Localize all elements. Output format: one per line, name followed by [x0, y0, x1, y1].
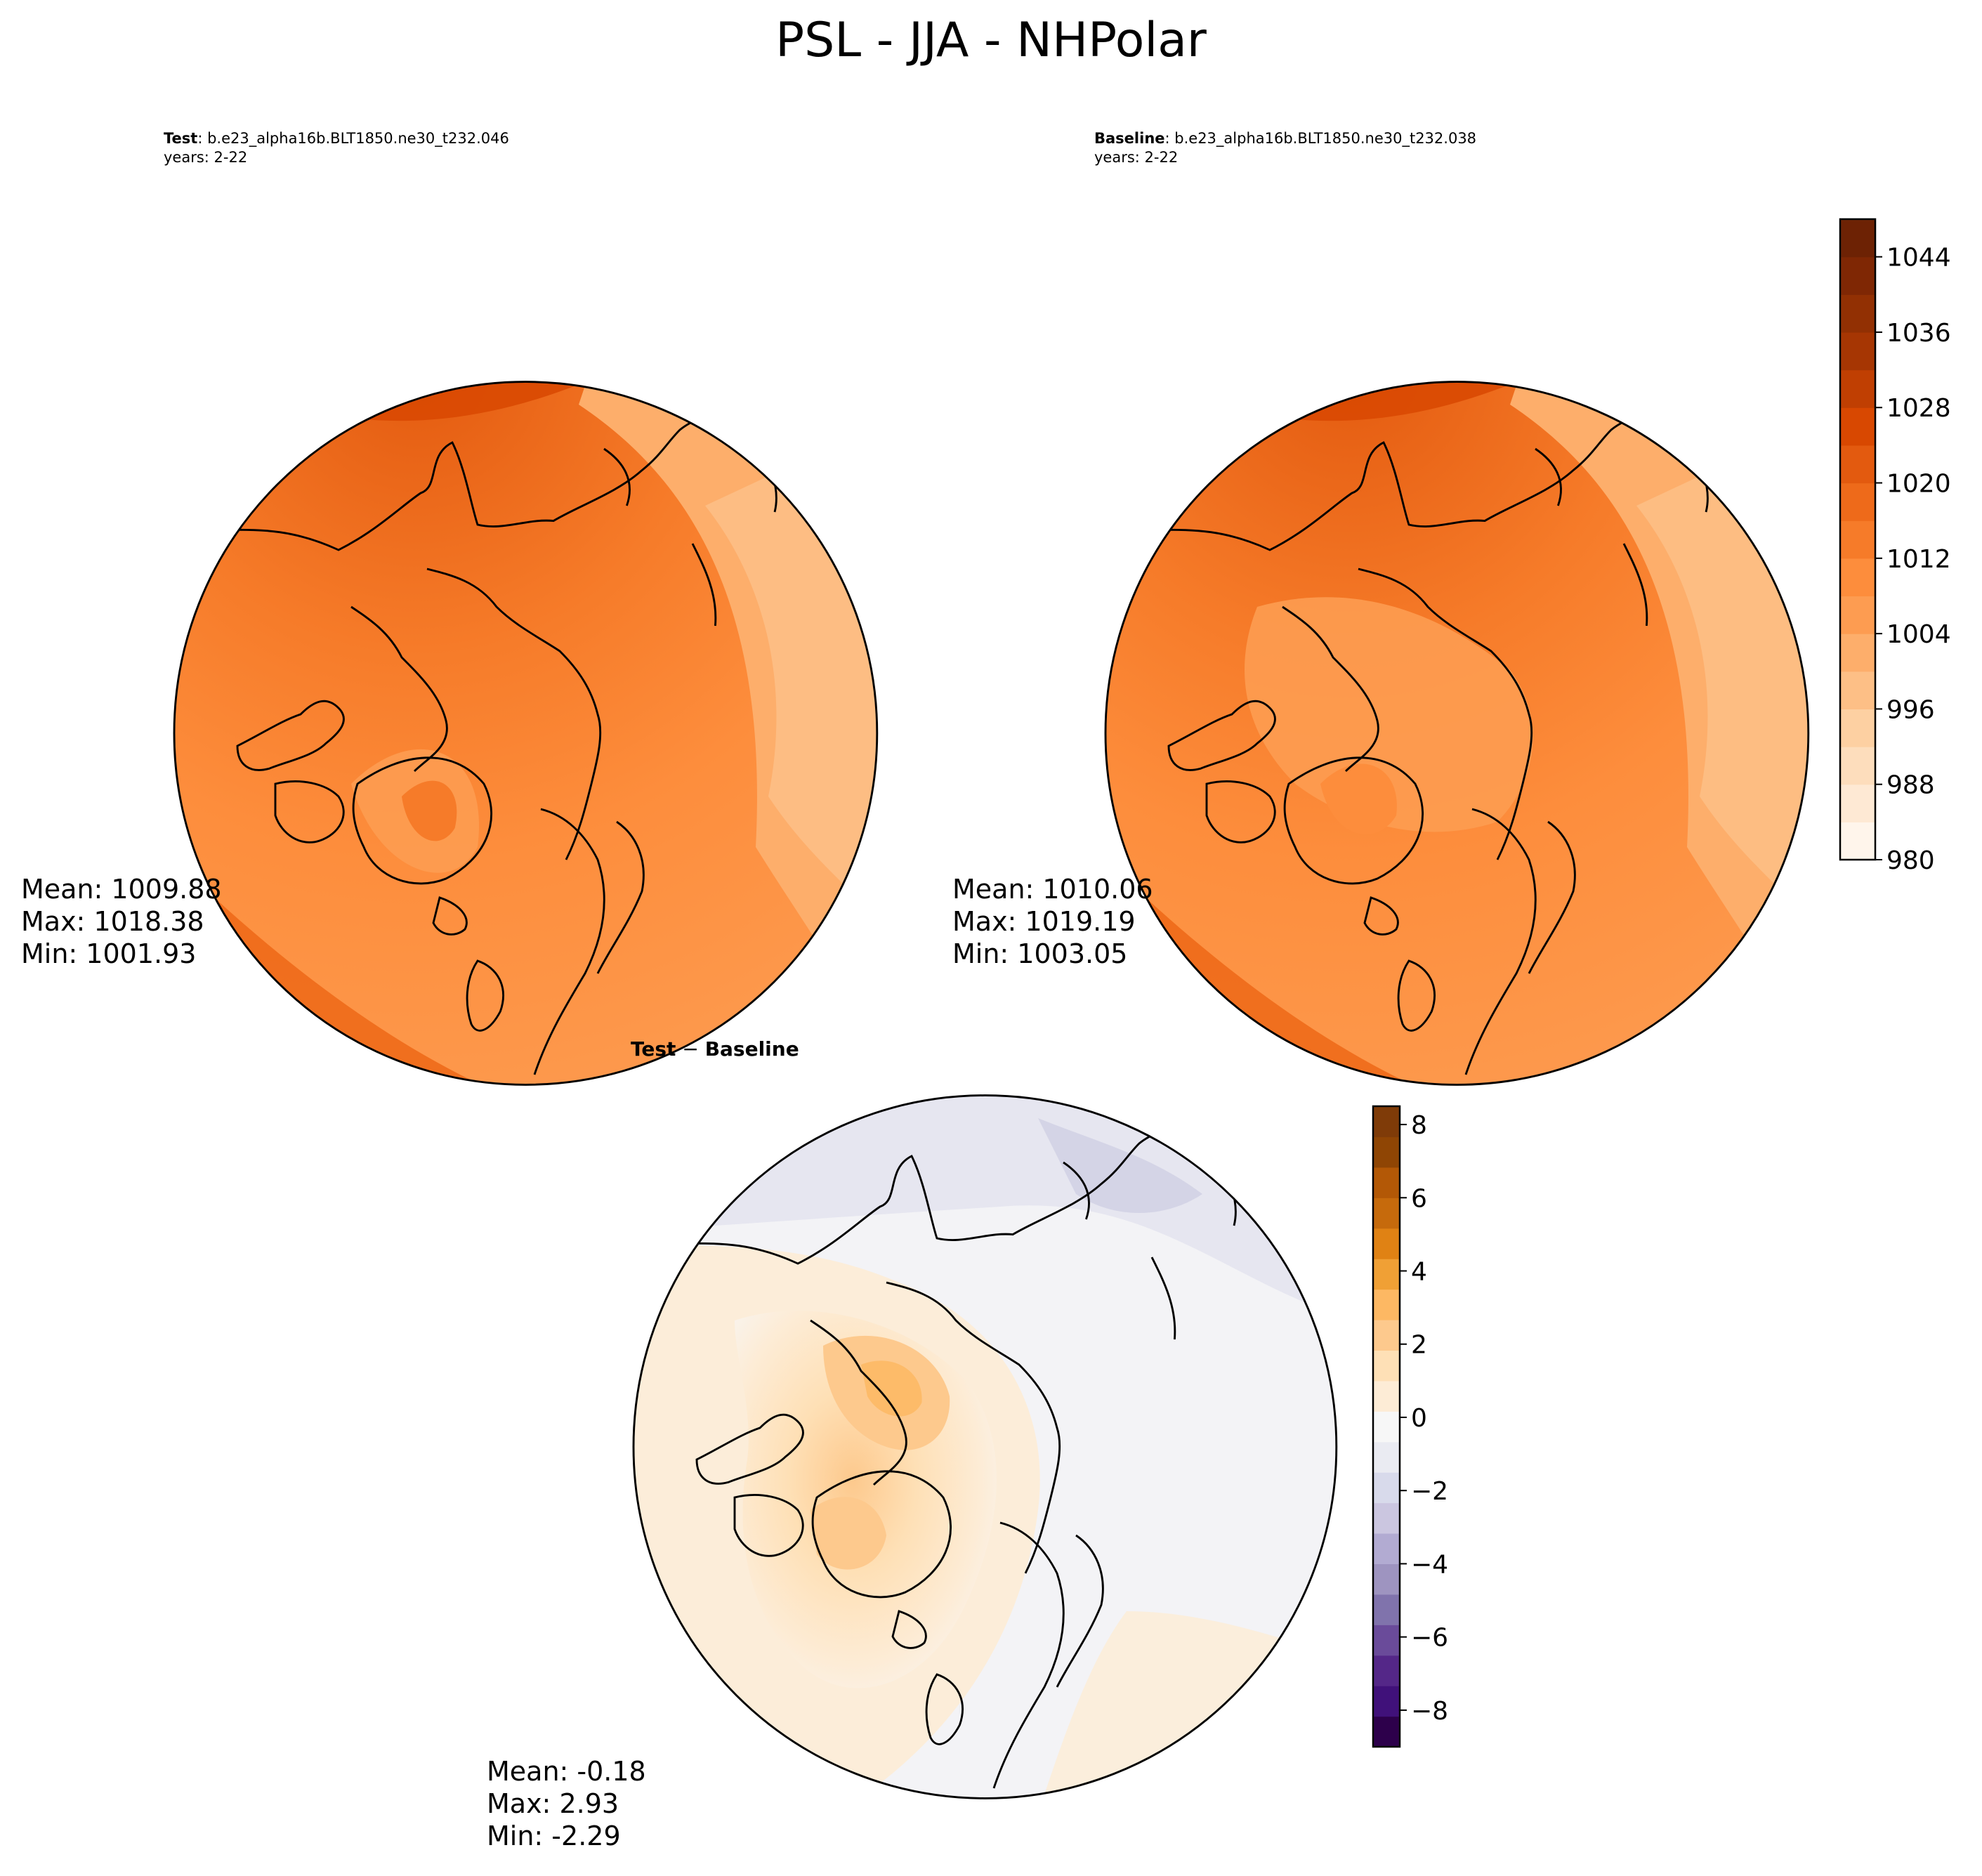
diff-colorbar-band	[1373, 1502, 1400, 1534]
psl-colorbar-band	[1840, 369, 1875, 408]
diff-colorbar-band	[1373, 1655, 1400, 1686]
diff-colorbar-tick-label: 8	[1411, 1111, 1427, 1140]
psl-colorbar-tick-label: 1012	[1886, 545, 1951, 574]
psl-colorbar-frame	[1839, 218, 1877, 861]
psl-colorbar-band	[1840, 407, 1875, 446]
psl-colorbar-band	[1840, 822, 1875, 860]
psl-colorbar-band	[1840, 558, 1875, 597]
psl-colorbar-band	[1840, 219, 1875, 258]
psl-colorbar-band	[1840, 256, 1875, 295]
psl-colorbar-band	[1840, 634, 1875, 672]
psl-colorbar-band	[1840, 596, 1875, 634]
test-label: Test	[164, 130, 197, 147]
test-years: years: 2-22	[164, 149, 247, 166]
psl-colorbar-tick-label: 1036	[1886, 319, 1951, 348]
diff-colorbar-tick-label: −4	[1411, 1550, 1448, 1579]
diff-colorbar-band	[1373, 1716, 1400, 1747]
psl-colorbar-tick-label: 996	[1886, 695, 1935, 724]
psl-colorbar-band	[1840, 671, 1875, 710]
diff-colorbar-band	[1373, 1136, 1400, 1168]
diff-colorbar-band	[1373, 1259, 1400, 1290]
diff-colorbar-band	[1373, 1167, 1400, 1198]
diff-colorbar-tick-label: 6	[1411, 1184, 1427, 1213]
test-case-name: : b.e23_alpha16b.BLT1850.ne30_t232.046	[197, 130, 509, 147]
baseline-map-boundary	[1104, 381, 1810, 1086]
diff-colorbar-tick-label: −6	[1411, 1624, 1448, 1653]
psl-colorbar-band	[1840, 483, 1875, 521]
baseline-coastlines	[1117, 403, 1709, 1075]
test-panel: Test: b.e23_alpha16b.BLT1850.ne30_t232.0…	[21, 130, 895, 1100]
diff-colorbar-band	[1373, 1441, 1400, 1473]
diff-colorbar-bands	[1373, 1106, 1400, 1747]
diff-colorbar-band	[1373, 1106, 1400, 1138]
test-stat-min: Min: 1001.93	[21, 938, 196, 969]
diff-coastlines	[645, 1117, 1237, 1789]
baseline-stat-min: Min: 1003.05	[952, 938, 1127, 969]
test-panel-title: Test: b.e23_alpha16b.BLT1850.ne30_t232.0…	[164, 130, 509, 147]
baseline-polar-map[interactable]	[1093, 367, 1826, 1100]
psl-colorbar: 1044 1036 1028 1020 1012 1004 996 988 980	[1839, 218, 1951, 875]
baseline-years: years: 2-22	[1094, 149, 1178, 166]
diff-stat-min: Min: -2.29	[487, 1821, 621, 1851]
diff-colorbar-tick-label: −2	[1411, 1477, 1448, 1506]
psl-colorbar-tick-label: 1004	[1886, 620, 1951, 649]
diff-colorbar-frame	[1372, 1105, 1401, 1748]
psl-colorbar-ticks: 1044 1036 1028 1020 1012 1004 996 988 980	[1875, 244, 1951, 875]
psl-colorbar-tick-label: 1028	[1886, 394, 1951, 423]
diff-colorbar-band	[1373, 1289, 1400, 1320]
diff-colorbar-band	[1373, 1198, 1400, 1229]
psl-colorbar-bands	[1840, 219, 1875, 860]
psl-colorbar-band	[1840, 294, 1875, 333]
figure-title: PSL - JJA - NHPolar	[775, 13, 1207, 68]
diff-panel-title: Test − Baseline	[631, 1037, 799, 1061]
diff-colorbar-band	[1373, 1380, 1400, 1412]
test-coastlines	[186, 403, 777, 1075]
psl-colorbar-band	[1840, 445, 1875, 484]
baseline-panel-title: Baseline: b.e23_alpha16b.BLT1850.ne30_t2…	[1094, 130, 1476, 147]
diff-panel: Test − Baseline	[487, 1037, 1354, 1851]
diff-colorbar-band	[1373, 1625, 1400, 1656]
diff-colorbar: 8 6 4 2 0 −2 −4 −6 −8	[1372, 1105, 1448, 1748]
diff-colorbar-tick-label: −8	[1411, 1697, 1448, 1726]
diff-map-boundary	[632, 1094, 1338, 1799]
diff-colorbar-band	[1373, 1320, 1400, 1351]
baseline-panel: Baseline: b.e23_alpha16b.BLT1850.ne30_t2…	[952, 130, 1826, 1100]
diff-colorbar-tick-label: 0	[1411, 1404, 1427, 1433]
diff-label-sep: −	[676, 1037, 704, 1061]
diff-colorbar-band	[1373, 1533, 1400, 1565]
diff-stat-max: Max: 2.93	[487, 1788, 619, 1819]
diff-stat-mean: Mean: -0.18	[487, 1756, 646, 1787]
psl-colorbar-band	[1840, 520, 1875, 559]
diff-colorbar-band	[1373, 1411, 1400, 1443]
diff-colorbar-band	[1373, 1472, 1400, 1504]
diff-label-test: Test	[631, 1037, 676, 1061]
diff-polar-map[interactable]	[621, 1080, 1354, 1813]
diff-colorbar-band	[1373, 1686, 1400, 1717]
baseline-label: Baseline	[1094, 130, 1165, 147]
psl-colorbar-band	[1840, 332, 1875, 371]
diff-colorbar-tick-label: 2	[1411, 1331, 1427, 1360]
psl-colorbar-tick-label: 1020	[1886, 470, 1951, 499]
test-polar-map[interactable]	[162, 367, 895, 1100]
psl-colorbar-tick-label: 988	[1886, 771, 1935, 800]
baseline-case-name: : b.e23_alpha16b.BLT1850.ne30_t232.038	[1165, 130, 1477, 147]
psl-colorbar-band	[1840, 709, 1875, 747]
diff-label-baseline: Baseline	[705, 1037, 799, 1061]
baseline-stat-mean: Mean: 1010.06	[952, 874, 1153, 905]
diff-colorbar-ticks: 8 6 4 2 0 −2 −4 −6 −8	[1400, 1111, 1448, 1726]
baseline-stat-max: Max: 1019.19	[952, 906, 1136, 937]
diff-colorbar-band	[1373, 1350, 1400, 1382]
diff-colorbar-band	[1373, 1594, 1400, 1625]
diff-colorbar-band	[1373, 1228, 1400, 1259]
diff-colorbar-tick-label: 4	[1411, 1258, 1427, 1287]
psl-colorbar-band	[1840, 784, 1875, 822]
test-stat-mean: Mean: 1009.88	[21, 874, 222, 905]
psl-colorbar-tick-label: 1044	[1886, 244, 1951, 273]
psl-colorbar-tick-label: 980	[1886, 846, 1935, 875]
psl-colorbar-band	[1840, 747, 1875, 785]
test-stat-max: Max: 1018.38	[21, 906, 204, 937]
diff-colorbar-band	[1373, 1563, 1400, 1595]
test-map-boundary	[173, 381, 879, 1086]
